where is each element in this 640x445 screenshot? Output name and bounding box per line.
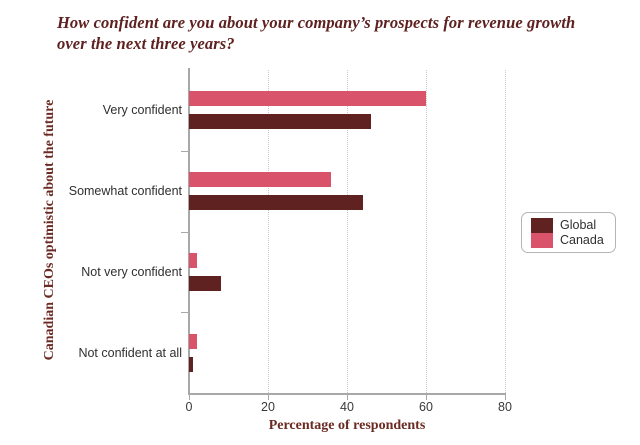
plot-area	[189, 70, 505, 393]
y-axis-minor-tick	[181, 312, 189, 314]
gridline	[347, 70, 349, 393]
y-axis-category-label: Not confident at all	[78, 345, 182, 360]
bar-global-not-confident-at-all	[189, 356, 193, 372]
bar-global-somewhat-confident	[189, 195, 363, 211]
bar-canada-very-confident	[189, 91, 426, 107]
y-axis-category-label: Somewhat confident	[68, 184, 182, 199]
chart-title: How confident are you about your company…	[57, 13, 576, 53]
y-axis-line	[188, 68, 190, 395]
bar-canada-not-confident-at-all	[189, 333, 197, 349]
legend-swatch-global	[531, 218, 553, 233]
gridline	[505, 70, 507, 393]
x-axis-tick-label: 0	[185, 400, 193, 414]
x-axis-tick	[347, 395, 348, 400]
y-axis-minor-tick	[181, 231, 189, 233]
legend-item-global[interactable]: Global	[531, 218, 596, 233]
bar-canada-somewhat-confident	[189, 172, 332, 188]
y-axis-minor-tick	[181, 150, 189, 152]
x-axis-tick	[426, 395, 427, 400]
x-axis-tick-label: 20	[261, 400, 275, 414]
legend-label: Canada	[560, 233, 604, 247]
y-axis-category-label: Very confident	[102, 103, 182, 118]
y-axis-category-labels: Very confident Somewhat confident Not very…	[10, 70, 182, 393]
gridline	[426, 70, 428, 393]
x-axis-tick-label: 60	[419, 400, 433, 414]
bar-global-not-very-confident	[189, 275, 221, 291]
y-axis-category-label: Not very confident	[81, 264, 182, 279]
legend-label: Global	[560, 218, 597, 232]
x-axis-tick-label: 80	[498, 400, 512, 414]
x-axis-title: Percentage of respondents	[268, 418, 426, 433]
x-axis-tick-label: 40	[340, 400, 354, 414]
bar-canada-not-very-confident	[189, 252, 197, 268]
legend-item-canada[interactable]: Canada	[531, 233, 604, 248]
x-axis-line	[188, 393, 506, 395]
x-axis-tick	[189, 395, 190, 400]
gridline	[268, 70, 270, 393]
bar-global-very-confident	[189, 114, 371, 130]
x-axis-tick	[268, 395, 269, 400]
chart-legend[interactable]: Global Canada	[521, 212, 616, 253]
legend-swatch-canada	[531, 233, 553, 248]
x-axis-tick	[505, 395, 506, 400]
